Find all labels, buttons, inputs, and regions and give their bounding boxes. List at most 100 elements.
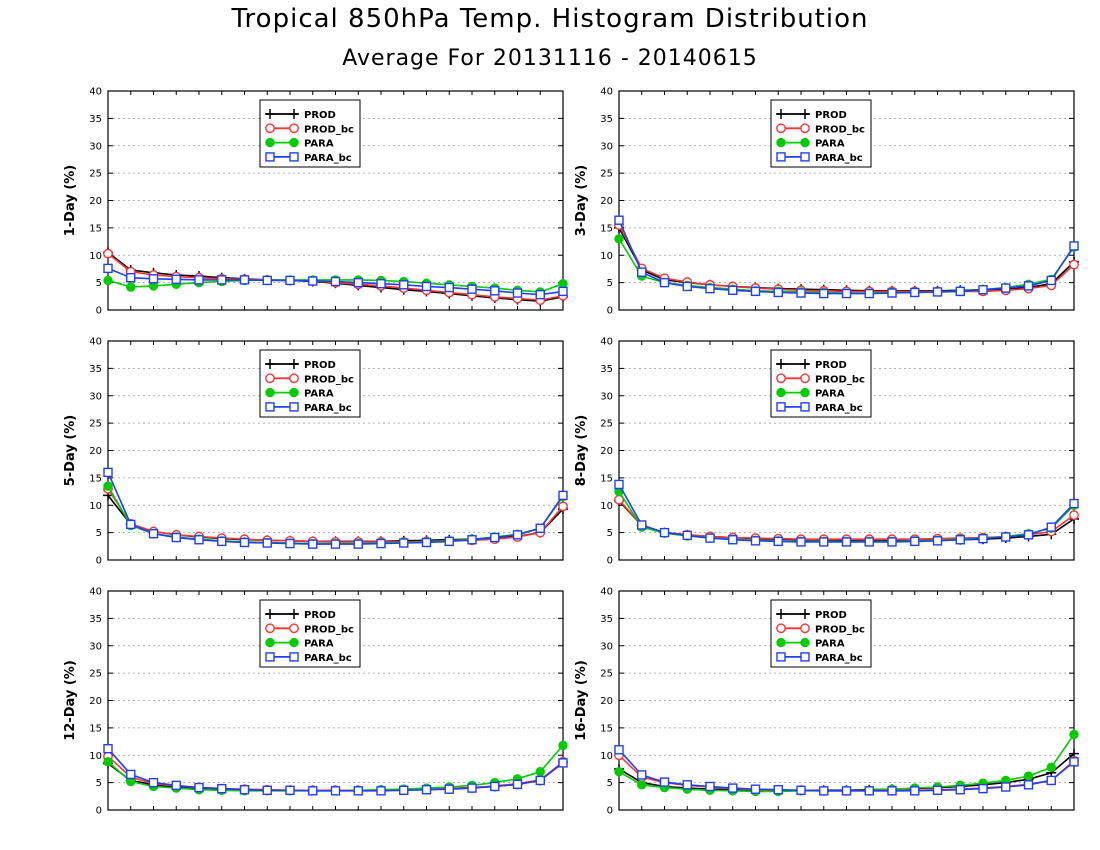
y-tick-label: 10: [89, 251, 102, 262]
data-point: [490, 781, 500, 792]
chart-panel-4: 0 5 10 15 20 25 30 35 40 8-Day (%) PROD PROD_bc PARA…: [574, 337, 1079, 567]
data-point: [535, 289, 545, 300]
data-point: [194, 275, 204, 285]
y-tick-label: 40: [600, 587, 613, 598]
data-point: [1001, 283, 1011, 293]
data-point: [637, 520, 647, 530]
legend-label: PROD_bc: [304, 124, 354, 135]
plot-frame: [618, 340, 1075, 561]
y-tick-label: 25: [600, 169, 613, 180]
data-point: [512, 288, 523, 298]
legend-marker: [800, 152, 810, 162]
legend-marker: [776, 123, 786, 134]
legend: PROD PROD_bc PARA PARA_bc: [770, 599, 872, 668]
y-tick-label: 35: [89, 614, 102, 625]
data-point: [955, 286, 965, 297]
legend-label: PROD: [815, 360, 847, 371]
legend-marker: [776, 359, 786, 369]
data-point: [910, 287, 920, 298]
legend-marker: [289, 387, 299, 398]
y-tick-label: 40: [600, 337, 613, 348]
data-point: [126, 769, 136, 780]
legend-label: PROD_bc: [815, 124, 865, 135]
data-point: [796, 288, 806, 298]
legend-marker: [776, 152, 786, 162]
y-tick-label: 25: [89, 419, 102, 430]
y-tick-label: 35: [89, 114, 102, 125]
data-point: [444, 784, 454, 794]
data-point: [659, 777, 670, 787]
data-point: [558, 490, 568, 501]
y-tick-label: 0: [607, 556, 613, 567]
data-point: [171, 780, 181, 791]
data-point: [353, 277, 363, 288]
data-point: [728, 535, 738, 545]
legend-marker: [776, 637, 786, 648]
data-point: [750, 784, 761, 794]
data-point: [819, 537, 829, 547]
data-point: [421, 281, 432, 292]
legend-label: PROD_bc: [815, 374, 865, 385]
data-point: [376, 786, 386, 796]
data-point: [978, 533, 988, 544]
data-point: [126, 282, 136, 292]
legend-marker: [265, 359, 275, 369]
legend-marker: [289, 137, 299, 148]
legend-marker: [800, 402, 810, 412]
legend-label: PROD: [815, 110, 847, 121]
series-PARA_bc: [103, 467, 568, 549]
series-PARA_bc: [103, 743, 568, 796]
legend-label: PROD_bc: [304, 374, 354, 385]
legend-marker: [289, 123, 299, 134]
data-point: [194, 535, 204, 545]
legend-marker: [289, 109, 299, 119]
data-point: [773, 785, 783, 795]
data-point: [285, 538, 295, 549]
legend-label: PARA_bc: [815, 153, 863, 164]
data-point: [558, 758, 568, 768]
data-point: [682, 780, 692, 790]
data-point: [864, 288, 874, 299]
data-point: [1023, 771, 1034, 781]
legend-marker: [265, 387, 275, 398]
legend-marker: [800, 137, 810, 148]
legend-marker: [289, 623, 299, 634]
legend-marker: [265, 137, 275, 148]
data-point: [705, 283, 715, 294]
data-point: [955, 785, 965, 795]
y-tick-label: 20: [89, 696, 102, 707]
page-subtitle: Average For 20131116 - 20140615: [342, 46, 758, 71]
data-point: [558, 286, 568, 297]
data-point: [353, 786, 363, 796]
data-point: [864, 537, 874, 547]
legend-marker: [289, 152, 299, 162]
data-point: [421, 537, 432, 548]
y-tick-label: 20: [600, 196, 613, 207]
y-tick-label: 30: [89, 391, 102, 402]
legend-marker: [776, 652, 786, 662]
y-tick-label: 10: [600, 251, 613, 262]
data-point: [978, 285, 988, 295]
y-tick-label: 0: [96, 306, 102, 317]
data-point: [955, 535, 965, 545]
data-point: [467, 284, 477, 294]
legend-label: PROD: [304, 610, 336, 621]
plot-frame: [107, 340, 564, 561]
data-point: [796, 537, 806, 547]
data-point: [750, 286, 761, 297]
y-tick-label: 20: [600, 696, 613, 707]
y-tick-label: 15: [600, 473, 613, 484]
y-tick-label: 40: [89, 587, 102, 598]
legend-label: PARA_bc: [304, 403, 352, 414]
data-point: [1001, 782, 1011, 792]
data-point: [103, 263, 113, 274]
data-point: [262, 785, 272, 795]
series-PARA_bc: [614, 215, 1079, 299]
legend-marker: [265, 637, 275, 648]
y-tick-label: 40: [600, 87, 613, 98]
data-point: [796, 785, 806, 795]
legend-box: [770, 349, 872, 418]
data-point: [512, 779, 523, 789]
chart-panel-6: 0 5 10 15 20 25 30 35 40 16-Day (%) PROD PROD_bc PAR…: [574, 587, 1079, 817]
